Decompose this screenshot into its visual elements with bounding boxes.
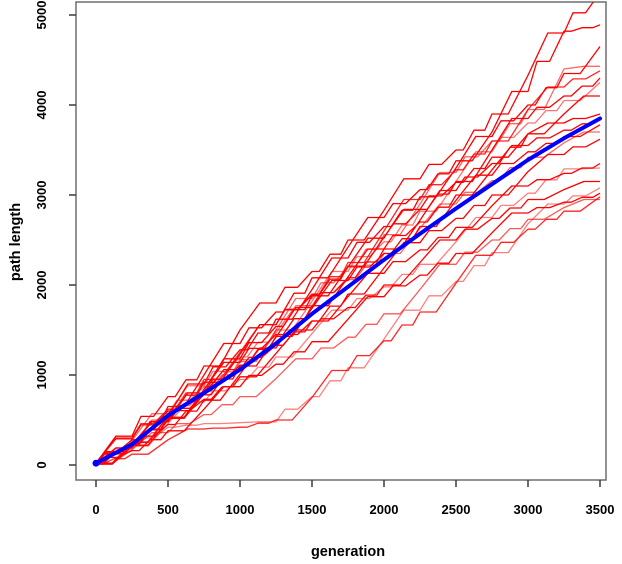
x-tick-label: 2500: [442, 502, 471, 517]
series-layer: [92, 2, 602, 467]
x-tick-label: 3000: [514, 502, 543, 517]
x-tick-label: 3500: [586, 502, 615, 517]
plot-box: [75, 1, 607, 481]
x-tick-label: 0: [92, 502, 99, 517]
x-tick-label: 1500: [298, 502, 327, 517]
y-axis: 0 1000 2000 3000 4000 5000: [34, 1, 76, 469]
red-trajectory-line: [96, 196, 601, 465]
red-trajectory-line: [96, 46, 601, 464]
x-tick-label: 1000: [226, 502, 255, 517]
y-tick-label: 3000: [34, 181, 49, 210]
y-tick-label: 2000: [34, 271, 49, 300]
mean-path-start-marker: [92, 459, 100, 467]
x-axis: 0 500 1000 1500 2000 2500 3000 3500: [92, 480, 614, 517]
x-tick-label: 2000: [370, 502, 399, 517]
y-axis-title: path length: [8, 203, 24, 281]
red-trajectory-line: [95, 187, 601, 465]
y-tick-label: 0: [34, 461, 49, 468]
red-trajectory-line: [96, 180, 600, 464]
x-tick-label: 500: [157, 502, 179, 517]
red-trajectory-line: [96, 124, 601, 465]
red-trajectory-line: [96, 198, 600, 464]
red-trajectory-line: [96, 167, 601, 465]
red-trajectory-line: [95, 2, 595, 464]
y-tick-label: 1000: [34, 361, 49, 390]
y-tick-label: 5000: [34, 1, 49, 30]
red-trajectory-line: [95, 192, 601, 465]
red-trajectory-line: [96, 65, 600, 465]
red-trajectory-line: [95, 24, 601, 464]
y-tick-label: 4000: [34, 91, 49, 120]
mean-path-line: [94, 116, 602, 466]
red-trajectory-line: [96, 131, 600, 464]
x-axis-title: generation: [311, 544, 385, 560]
plot-border: [75, 1, 607, 481]
